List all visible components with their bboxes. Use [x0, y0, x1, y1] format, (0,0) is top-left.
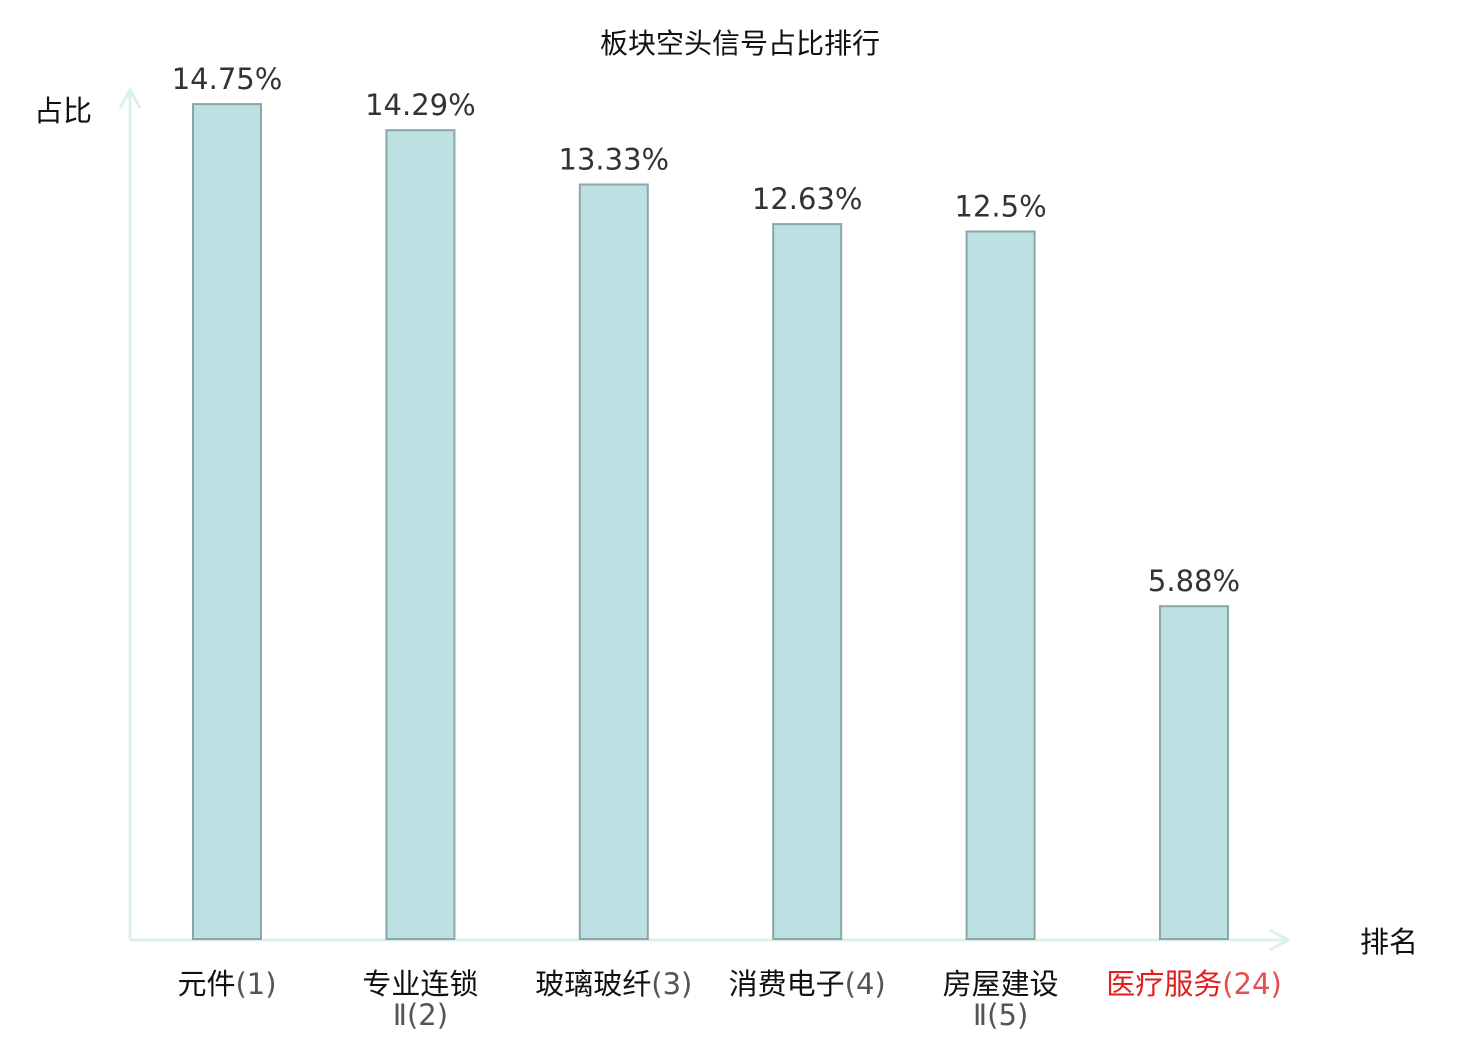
- bar-value-label: 5.88%: [1148, 564, 1240, 598]
- bar: [772, 223, 843, 941]
- bar: [1159, 605, 1229, 940]
- bar: [965, 230, 1036, 940]
- bar-value-label: 13.33%: [559, 143, 670, 177]
- x-tick-label: 消费电子(4): [729, 967, 886, 1001]
- x-tick-label: 元件(1): [177, 967, 276, 1001]
- bars: [192, 103, 1229, 941]
- bar-value-label: 14.75%: [172, 62, 283, 96]
- x-axis-arrow: [1269, 928, 1292, 952]
- x-tick-label-rank: (4): [845, 967, 886, 1001]
- category-labels: 元件(1) 专业连锁 Ⅱ(2)玻璃玻纤(3) 消费电子(4) 房屋建设 Ⅱ(5)医疗服务(…: [177, 967, 1281, 1032]
- bar: [385, 129, 456, 940]
- bar-value-label: 12.63%: [752, 182, 863, 216]
- bar-value-label: 14.29%: [365, 88, 476, 122]
- y-axis-label: 占比: [34, 94, 92, 128]
- chart-title: 板块空头信号占比排行: [600, 27, 880, 60]
- x-axis-label: 排名: [1360, 925, 1418, 959]
- y-axis-arrow: [118, 86, 142, 109]
- x-tick-label-rank: (3): [651, 967, 692, 1001]
- x-tick-label-rank: Ⅱ(5): [973, 998, 1028, 1032]
- x-tick-label: 玻璃玻纤(3): [535, 967, 692, 1001]
- value-labels: 14.75% 14.29% 13.33% 12.63% 12.5% 5.88%: [172, 62, 1240, 598]
- bar: [192, 103, 262, 941]
- x-tick-label-name: 医疗服务: [1106, 967, 1222, 1001]
- x-tick-label-name: 元件: [177, 967, 235, 1001]
- bar: [578, 183, 649, 940]
- x-tick-label-name: 消费电子: [729, 967, 845, 1001]
- x-tick-label-name: 专业连锁: [362, 967, 478, 1001]
- x-tick-label-name: 房屋建设: [943, 967, 1059, 1001]
- x-tick-label-rank: (1): [235, 967, 276, 1001]
- bar-value-label: 12.5%: [955, 190, 1047, 224]
- x-tick-label: 专业连锁 Ⅱ(2): [362, 967, 478, 1032]
- x-tick-label-rank: Ⅱ(2): [393, 998, 448, 1032]
- x-tick-label: 医疗服务(24): [1106, 967, 1282, 1001]
- x-tick-label: 房屋建设 Ⅱ(5): [943, 967, 1059, 1032]
- x-tick-label-rank: (24): [1222, 967, 1282, 1001]
- x-tick-label-name: 玻璃玻纤: [535, 967, 651, 1001]
